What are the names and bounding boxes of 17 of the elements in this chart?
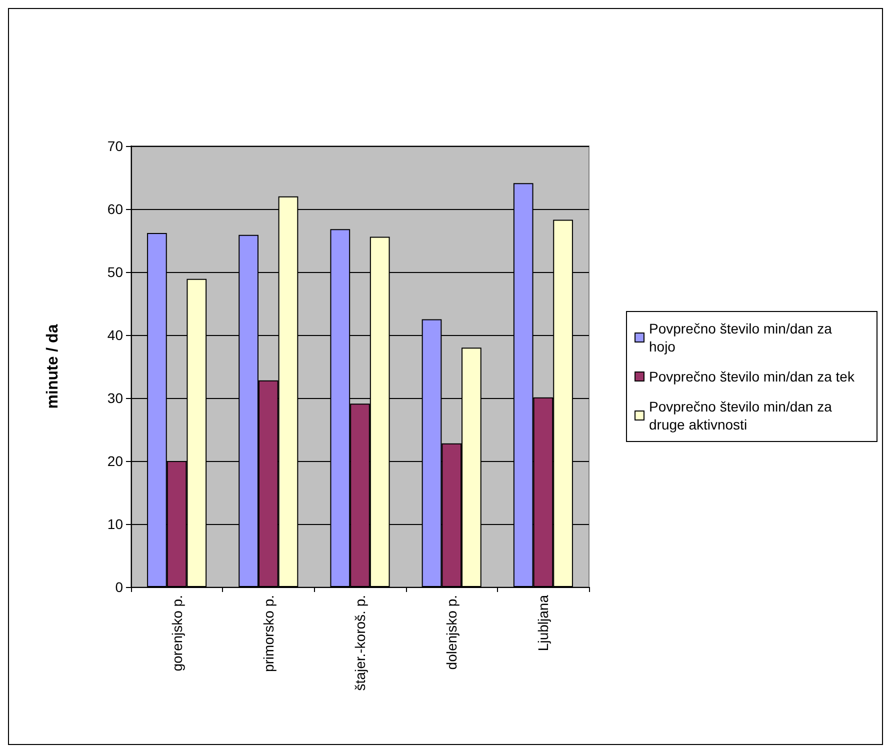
y-tick-label: 70 [107, 138, 124, 154]
y-tick-label: 60 [107, 201, 124, 217]
y-tick-label: 10 [107, 516, 124, 532]
x-tick-label: dolenjsko p. [444, 595, 460, 670]
x-tick-label: štajer.-koroš. p. [352, 595, 368, 691]
y-axis-title: minute / da [44, 324, 62, 409]
y-tick-label: 20 [107, 453, 124, 469]
legend-label: Povprečno število min/dan za tek [649, 368, 856, 384]
y-tick-label: 40 [107, 327, 124, 343]
x-tick-label: Ljubljana [535, 594, 552, 652]
legend-label: Povprečno število min/dan za hojo [649, 320, 836, 354]
x-tick-label: primorsko p. [260, 595, 276, 672]
y-tick-label: 50 [107, 264, 124, 280]
y-tick-label: 30 [107, 390, 124, 406]
legend-label: Povprečno število min/dan za druge aktivnosti [649, 398, 836, 432]
x-tick-label: gorenjsko p. [168, 595, 185, 672]
y-tick-label: 0 [115, 579, 124, 595]
